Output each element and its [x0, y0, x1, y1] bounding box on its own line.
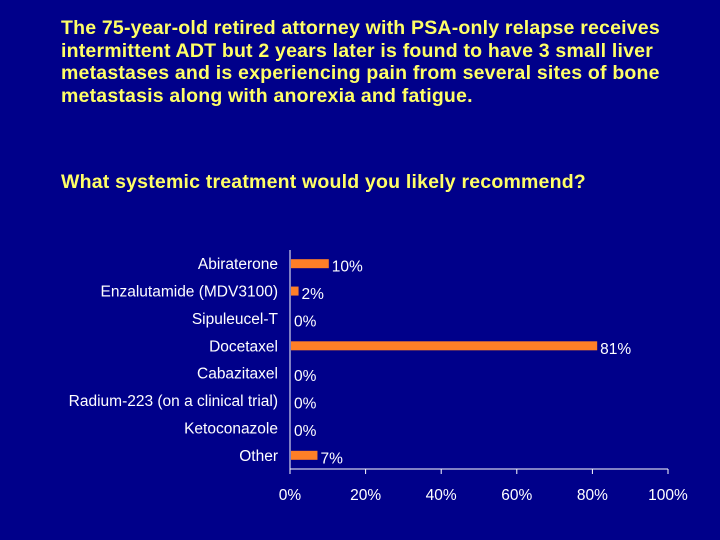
- bars-layer: [291, 259, 598, 460]
- category-label: Radium-223 (on a clinical trial): [69, 393, 278, 410]
- ticks-layer: 0% 20% 40% 60% 80% 100%: [279, 469, 688, 504]
- bar-1: [291, 286, 299, 296]
- bar-0: [291, 259, 329, 269]
- category-label: Ketoconazole: [184, 420, 278, 437]
- value-label: 0%: [294, 368, 317, 385]
- prompt-text: What systemic treatment would you likely…: [61, 171, 586, 193]
- value-label: 0%: [294, 313, 317, 330]
- value-label: 0%: [294, 423, 317, 440]
- value-label: 81%: [600, 341, 631, 358]
- value-label: 7%: [320, 450, 343, 467]
- bar-3: [291, 341, 598, 351]
- category-label: Abiraterone: [198, 256, 278, 273]
- category-label: Other: [239, 448, 278, 465]
- x-tick-label: 20%: [350, 487, 381, 504]
- x-tick-label: 80%: [577, 487, 608, 504]
- value-label: 10%: [332, 259, 363, 276]
- category-label: Docetaxel: [209, 338, 278, 355]
- x-tick-label: 40%: [426, 487, 457, 504]
- category-label: Cabazitaxel: [197, 366, 278, 383]
- x-tick-label: 0%: [279, 487, 302, 504]
- category-label: Enzalutamide (MDV3100): [101, 284, 278, 301]
- labels-layer: Abiraterone 10% Enzalutamide (MDV3100) 2% Si…: [69, 256, 632, 467]
- x-tick-label: 100%: [648, 487, 688, 504]
- bar-7: [291, 450, 318, 460]
- question-text: The 75-year-old retired attorney with PS…: [61, 17, 660, 107]
- category-label: Sipuleucel-T: [192, 311, 279, 328]
- value-label: 2%: [302, 286, 325, 303]
- x-tick-label: 60%: [501, 487, 532, 504]
- value-label: 0%: [294, 396, 317, 413]
